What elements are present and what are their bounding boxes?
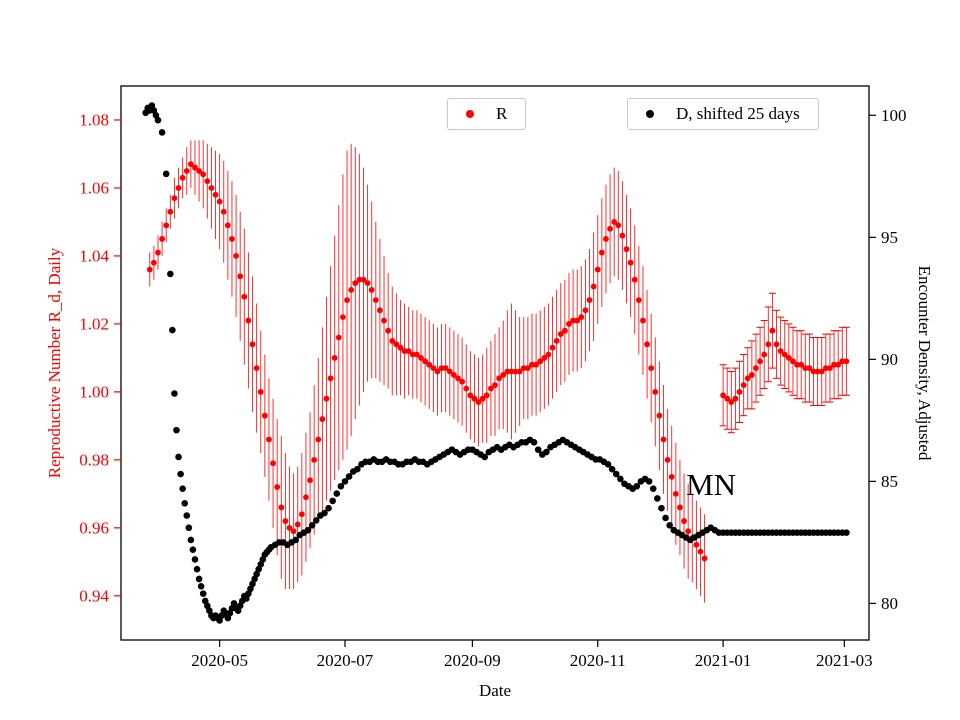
svg-text:90: 90: [881, 350, 898, 369]
svg-text:80: 80: [881, 594, 898, 613]
svg-text:1.02: 1.02: [79, 314, 109, 333]
svg-text:85: 85: [881, 472, 898, 491]
svg-text:2020-07: 2020-07: [317, 651, 374, 670]
svg-text:0.94: 0.94: [79, 586, 109, 605]
svg-text:2021-01: 2021-01: [695, 651, 752, 670]
svg-text:1.00: 1.00: [79, 382, 109, 401]
svg-text:1.04: 1.04: [79, 246, 109, 265]
legend-d-marker-icon: [646, 110, 654, 119]
legend-r-label: R: [496, 104, 508, 123]
svg-text:1.08: 1.08: [79, 110, 109, 129]
svg-text:100: 100: [881, 106, 907, 125]
annotation-mn: MN: [686, 466, 737, 502]
svg-text:0.96: 0.96: [79, 518, 109, 537]
legend-d: D, shifted 25 days: [627, 98, 819, 131]
svg-text:2021-03: 2021-03: [816, 651, 873, 670]
svg-text:2020-05: 2020-05: [191, 651, 248, 670]
svg-text:1.06: 1.06: [79, 178, 109, 197]
legend-r: R: [447, 98, 527, 131]
svg-text:2020-09: 2020-09: [444, 651, 501, 670]
svg-text:0.98: 0.98: [79, 450, 109, 469]
y-axis-label-right: Encounter Density, Adjusted: [915, 265, 934, 461]
svg-text:2020-11: 2020-11: [570, 651, 626, 670]
x-axis-label: Date: [478, 681, 512, 700]
legend-r-marker-icon: [466, 110, 474, 119]
y-axis-label-left: Reproductive Number R_d, Daily: [45, 247, 64, 479]
legend-d-label: D, shifted 25 days: [676, 104, 800, 123]
svg-text:95: 95: [881, 228, 898, 247]
